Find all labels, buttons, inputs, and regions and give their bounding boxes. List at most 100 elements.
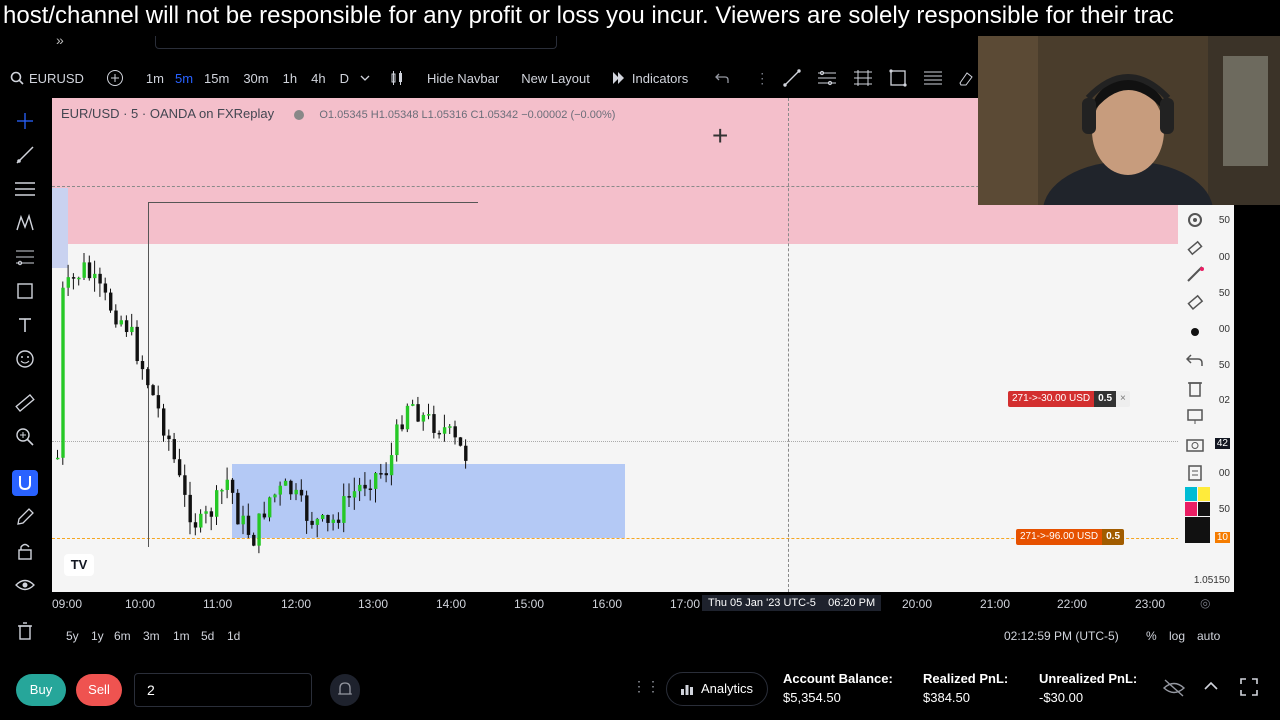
disclaimer-banner: host/channel will not be responsible for…	[3, 2, 1174, 29]
hide-tool[interactable]	[12, 572, 38, 598]
zoom-tool[interactable]	[12, 424, 38, 450]
drawing-mode-tool[interactable]	[12, 504, 38, 530]
percent-toggle[interactable]: %	[1146, 629, 1157, 643]
candle-body	[98, 273, 102, 284]
time-axis[interactable]: 09:00 10:00 11:00 12:00 13:00 14:00 15:0…	[52, 592, 1234, 616]
time-label: 20:00	[902, 597, 933, 611]
fib-tool-left[interactable]	[12, 244, 38, 270]
lower-position-label: 271->-96.00 USD	[1016, 529, 1103, 545]
top-field[interactable]	[155, 36, 557, 49]
highlighter-tool[interactable]	[1184, 237, 1206, 259]
sell-button[interactable]: Sell	[76, 674, 122, 706]
range-1m[interactable]: 1m	[173, 629, 190, 643]
range-1y[interactable]: 1y	[91, 629, 104, 643]
color-swatch-yellow[interactable]	[1198, 487, 1210, 501]
drag-handle[interactable]: ⋮	[755, 69, 770, 86]
pen-tool[interactable]	[1184, 263, 1206, 285]
candle-body	[448, 426, 452, 428]
color-palette[interactable]	[1185, 487, 1211, 543]
magnet-tool[interactable]	[12, 470, 38, 496]
range-3m[interactable]: 3m	[143, 629, 160, 643]
emoji-tool[interactable]	[12, 346, 38, 372]
hide-legend-icon[interactable]	[293, 109, 304, 120]
eraser-tool[interactable]	[951, 60, 981, 96]
interval-5m[interactable]: 5m	[174, 70, 194, 86]
analytics-button[interactable]: Analytics	[666, 672, 768, 706]
candle-body	[278, 485, 282, 495]
hide-eye-icon[interactable]	[1162, 678, 1186, 701]
interval-15m[interactable]: 15m	[204, 70, 230, 86]
interval-d[interactable]: D	[339, 70, 349, 86]
interval-4h[interactable]: 4h	[311, 70, 326, 86]
time-label: 17:00	[670, 597, 701, 611]
axis-settings-icon[interactable]: ◎	[1200, 596, 1211, 610]
eraser-icon	[959, 72, 973, 86]
forward-icon[interactable]: »	[56, 32, 64, 48]
pattern-tool[interactable]	[12, 210, 38, 236]
candle-body	[273, 494, 277, 498]
candle-body	[215, 490, 219, 517]
hide-navbar-button[interactable]: Hide Navbar	[426, 70, 500, 86]
buy-button[interactable]: Buy	[16, 674, 66, 706]
upper-position-tag[interactable]: 271->-30.00 USD 0.5 ×	[1008, 391, 1130, 407]
fullscreen-icon[interactable]	[1240, 678, 1258, 699]
range-5d[interactable]: 5d	[201, 629, 215, 643]
lines-tool[interactable]	[915, 60, 951, 96]
collapse-icon[interactable]	[1204, 680, 1218, 695]
remove-drawings-tool[interactable]	[12, 618, 38, 644]
undo-button[interactable]	[703, 60, 741, 96]
fib-tool[interactable]	[845, 60, 881, 96]
interval-1m[interactable]: 1m	[145, 70, 164, 86]
shape-tool[interactable]	[12, 278, 38, 304]
candle-body	[464, 445, 468, 461]
stop-loss-line[interactable]	[52, 538, 1234, 539]
order-settings-button[interactable]	[330, 674, 360, 706]
dot-tool[interactable]	[1184, 321, 1206, 343]
settings-tool[interactable]	[1184, 209, 1206, 231]
camera-tool[interactable]	[1184, 433, 1206, 455]
eraser-side-tool[interactable]	[1184, 291, 1206, 313]
interval-1h[interactable]: 1h	[282, 70, 298, 86]
candle-body	[82, 262, 86, 278]
indicators-button[interactable]: Indicators	[605, 60, 695, 96]
trendline-tool[interactable]	[775, 60, 809, 96]
auto-toggle[interactable]: auto	[1197, 629, 1221, 643]
color-swatch-magenta[interactable]	[1185, 502, 1197, 516]
lower-position-tag[interactable]: 271->-96.00 USD 0.5	[1016, 529, 1125, 545]
range-6m[interactable]: 6m	[114, 629, 131, 643]
demand-zone[interactable]	[232, 464, 625, 538]
parallel-channel-tool[interactable]	[809, 60, 845, 96]
undo-side-tool[interactable]	[1184, 349, 1206, 371]
bar-type-button[interactable]	[382, 60, 412, 96]
range-5y[interactable]: 5y	[66, 629, 79, 643]
board-tool[interactable]	[1184, 405, 1206, 427]
grid-icon[interactable]: ⋮⋮	[632, 678, 660, 694]
ruler-tool[interactable]	[12, 390, 38, 416]
new-layout-button[interactable]: New Layout	[521, 70, 590, 86]
time-label: 16:00	[592, 597, 623, 611]
range-1d[interactable]: 1d	[227, 629, 241, 643]
lock-tool[interactable]	[12, 538, 38, 564]
horizontal-lines-tool[interactable]	[12, 176, 38, 202]
text-tool[interactable]	[12, 312, 38, 338]
interval-dropdown[interactable]	[356, 60, 374, 96]
compare-button[interactable]	[99, 60, 131, 96]
price-label: 00	[1218, 468, 1230, 479]
symbol-search[interactable]: EURUSD	[0, 60, 91, 96]
quantity-input[interactable]: 2	[134, 673, 312, 707]
interval-30m[interactable]: 30m	[243, 70, 269, 86]
color-swatch-dark[interactable]	[1185, 517, 1210, 543]
log-toggle[interactable]: log	[1169, 629, 1186, 643]
trendline-tool-left[interactable]	[12, 142, 38, 168]
unrealized-pnl: Unrealized PnL: -$30.00	[1039, 669, 1137, 707]
notes-tool[interactable]	[1184, 461, 1206, 483]
trash-side-tool[interactable]	[1184, 377, 1206, 399]
rectangle-tool[interactable]	[881, 60, 915, 96]
upper-position-label: 271->-30.00 USD	[1008, 391, 1095, 407]
crosshair-tool[interactable]	[12, 108, 38, 134]
color-swatch-black[interactable]	[1198, 502, 1210, 516]
candle-body	[416, 404, 420, 422]
demand-zone-left[interactable]	[52, 188, 68, 268]
color-swatch-cyan[interactable]	[1185, 487, 1197, 501]
close-icon[interactable]: ×	[1116, 391, 1130, 407]
